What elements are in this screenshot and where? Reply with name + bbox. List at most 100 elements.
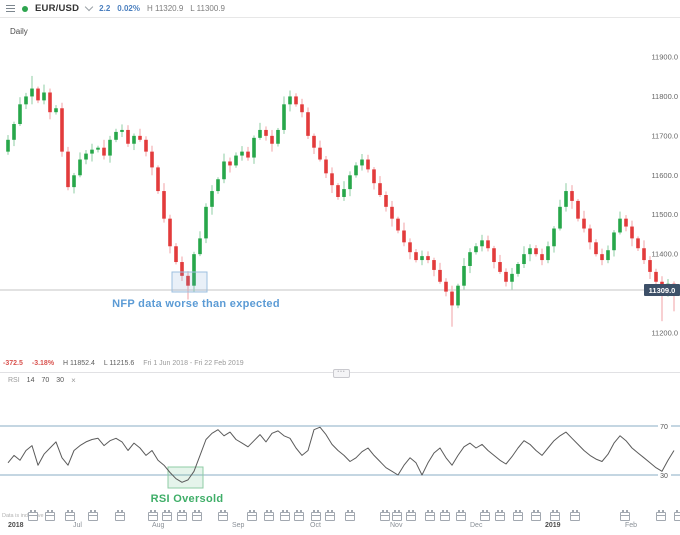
rsi-upper-param[interactable]: 70 (41, 377, 50, 384)
calendar-icon[interactable] (570, 510, 580, 521)
calendar-icon[interactable] (294, 510, 304, 521)
session-high: H 11320.9 (146, 4, 184, 13)
symbol-name[interactable]: EUR/USD (35, 3, 80, 14)
candle-body (438, 269, 442, 282)
candle-wick (139, 128, 141, 142)
calendar-icon[interactable] (45, 510, 55, 521)
candle-body (282, 104, 286, 130)
rsi-indicator-header: RSI 14 70 30 × (8, 376, 76, 385)
calendar-icon[interactable] (345, 510, 355, 521)
candle-body (570, 191, 574, 201)
candle-body (474, 246, 478, 253)
calendar-icon[interactable] (425, 510, 435, 521)
last-price-value: 11309.0 (649, 286, 676, 295)
candle-body (18, 104, 22, 125)
candle-body (204, 206, 208, 239)
candle-body (234, 155, 238, 166)
calendar-icon[interactable] (280, 510, 290, 521)
calendar-icon[interactable] (495, 510, 505, 521)
date-range: Fri 1 Jun 2018 - Fri 22 Feb 2019 (143, 360, 244, 367)
market-open-dot-icon (22, 5, 28, 12)
month-label: Oct (310, 522, 321, 529)
calendar-icon[interactable] (28, 510, 38, 521)
candle-body (264, 129, 268, 136)
candle-body (150, 151, 154, 168)
calendar-icon[interactable] (65, 510, 75, 521)
calendar-icon[interactable] (115, 510, 125, 521)
candle-body (390, 206, 394, 219)
candle-body (462, 265, 466, 286)
calendar-icon[interactable] (440, 510, 450, 521)
candle-body (240, 151, 244, 156)
candle-body (324, 159, 328, 174)
candle-body (144, 139, 148, 152)
rsi-period[interactable]: 14 (26, 377, 35, 384)
candle-body (618, 218, 622, 233)
calendar-icon[interactable] (513, 510, 523, 521)
month-label: Sep (232, 522, 245, 529)
rsi-lower-param[interactable]: 30 (56, 377, 65, 384)
candle-body (258, 129, 262, 138)
candle-body (300, 104, 304, 113)
price-axis-label: 11400.0 (651, 250, 678, 259)
candle-wick (661, 276, 663, 322)
menu-icon[interactable] (6, 5, 15, 12)
calendar-icon[interactable] (177, 510, 187, 521)
candle-body (456, 285, 460, 306)
candle-body (444, 281, 448, 292)
candle-body (306, 112, 310, 136)
price-chart[interactable]: 11900.0 11800.0 11700.0 11600.0 11500.0 11400… (0, 40, 680, 356)
price-axis-label: 11500.0 (651, 210, 678, 219)
candle-body (66, 151, 70, 188)
candle-body (84, 153, 88, 160)
calendar-icon[interactable] (531, 510, 541, 521)
calendar-icon[interactable] (88, 510, 98, 521)
chart-header: EUR/USD 2.2 0.02% H 11320.9 L 11300.9 (0, 0, 680, 18)
calendar-icon[interactable] (620, 510, 630, 521)
calendar-icon[interactable] (406, 510, 416, 521)
calendar-icon[interactable] (674, 510, 680, 521)
calendar-icon[interactable] (456, 510, 466, 521)
rsi-chart[interactable]: 70 30 RSI Oversold (0, 385, 680, 510)
candle-body (420, 256, 424, 261)
candle-body (354, 165, 358, 176)
calendar-icon[interactable] (380, 510, 390, 521)
calendar-icon[interactable] (392, 510, 402, 521)
chevron-down-icon[interactable] (84, 2, 94, 12)
candle-body (414, 252, 418, 261)
calendar-icon[interactable] (192, 510, 202, 521)
candle-body (162, 191, 166, 219)
calendar-icon[interactable] (218, 510, 228, 521)
candle-body (450, 291, 454, 306)
candle-body (408, 242, 412, 253)
timeframe-label: Daily (10, 27, 28, 36)
rsi-close-icon[interactable]: × (71, 376, 76, 385)
nfp-highlight-box (171, 271, 208, 293)
candle-body (156, 167, 160, 192)
candle-body (6, 139, 10, 152)
stats-bar: -372.5 -3.18% H 11852.4 L 11215.6 Fri 1 … (3, 360, 244, 367)
month-label: Aug (152, 522, 165, 529)
calendar-icon[interactable] (480, 510, 490, 521)
candle-body (534, 248, 538, 255)
calendar-icon[interactable] (325, 510, 335, 521)
candle-body (396, 218, 400, 231)
calendar-icon[interactable] (247, 510, 257, 521)
calendar-icon[interactable] (264, 510, 274, 521)
change-value: 2.2 (99, 4, 111, 13)
candle-body (522, 254, 526, 265)
calendar-icon[interactable] (656, 510, 666, 521)
period-change-percent: -3.18% (31, 360, 55, 367)
candle-body (330, 173, 334, 186)
calendar-icon[interactable] (550, 510, 560, 521)
calendar-icon[interactable] (148, 510, 158, 521)
pane-splitter-handle[interactable]: ••• (333, 369, 350, 378)
candle-body (636, 238, 640, 249)
candle-body (348, 175, 352, 190)
calendar-icon[interactable] (162, 510, 172, 521)
candle-body (492, 248, 496, 263)
calendar-icon[interactable] (311, 510, 321, 521)
candle-body (402, 230, 406, 243)
month-label: Dec (470, 522, 483, 529)
change-percent: 0.02% (117, 4, 140, 13)
